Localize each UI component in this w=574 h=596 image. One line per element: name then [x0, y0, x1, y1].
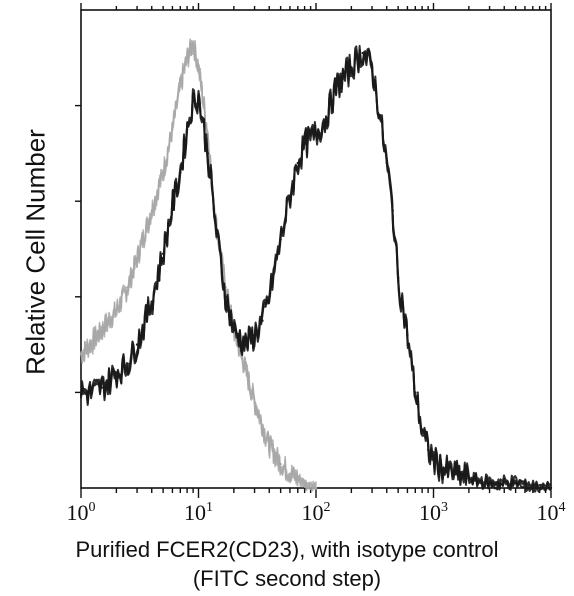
data-point — [191, 99, 195, 103]
x-tick-base: 10 — [419, 500, 441, 525]
data-point — [324, 118, 327, 122]
data-point — [253, 333, 256, 337]
data-point — [467, 477, 471, 480]
data-point — [385, 161, 388, 165]
x-tick-base: 10 — [536, 500, 559, 525]
series-line — [80, 49, 552, 493]
axis-ticks — [75, 3, 552, 498]
data-point — [549, 486, 553, 490]
data-point — [232, 329, 236, 332]
series-group — [79, 38, 318, 492]
x-tick-base: 10 — [66, 500, 89, 525]
data-point — [361, 51, 364, 55]
data-point — [268, 443, 271, 447]
data-point — [420, 429, 424, 432]
data-point — [185, 56, 189, 59]
x-tick-exponent: 0 — [88, 500, 96, 515]
data-point — [314, 133, 318, 136]
x-tick-label: 102 — [302, 500, 331, 526]
data-point — [161, 171, 165, 174]
x-tick-exponent: 4 — [558, 500, 566, 515]
series-line — [80, 44, 552, 487]
data-point — [214, 223, 217, 227]
data-point — [296, 477, 299, 480]
data-point — [452, 472, 456, 475]
data-point — [115, 372, 118, 375]
x-tick-label: 101 — [184, 500, 213, 526]
data-point — [224, 295, 227, 298]
x-tick-exponent: 2 — [323, 500, 331, 515]
data-point — [303, 142, 306, 146]
data-point — [406, 333, 409, 337]
series-line — [80, 41, 317, 492]
series-layer — [79, 38, 553, 493]
data-point — [197, 94, 200, 98]
data-point — [179, 85, 182, 88]
data-point — [314, 486, 318, 490]
x-tick-label: 100 — [67, 500, 96, 526]
data-point — [135, 343, 139, 346]
x-tick-base: 10 — [301, 500, 324, 525]
data-point — [197, 66, 200, 69]
data-point — [350, 66, 353, 69]
data-point — [279, 462, 282, 466]
x-tick-exponent: 1 — [206, 500, 213, 515]
data-point — [279, 238, 282, 241]
x-tick-exponent: 3 — [441, 500, 448, 515]
data-point — [115, 309, 118, 313]
data-point — [488, 482, 491, 485]
series-group — [79, 44, 553, 493]
data-point — [335, 85, 338, 88]
x-axis-label-line-2: (FITC second step) — [192, 566, 382, 591]
data-point — [261, 319, 264, 322]
data-point — [171, 204, 174, 208]
x-tick-base: 10 — [184, 500, 206, 525]
data-point — [396, 276, 400, 279]
data-point — [126, 362, 129, 365]
data-point — [161, 252, 165, 255]
data-point — [126, 286, 129, 289]
data-point — [100, 386, 103, 389]
data-point — [261, 424, 264, 428]
data-point — [538, 486, 541, 490]
data-point — [89, 343, 92, 346]
data-point — [185, 128, 189, 131]
series-line — [80, 48, 552, 491]
data-point — [244, 343, 247, 346]
data-point — [150, 209, 153, 212]
data-point — [426, 448, 430, 451]
data-point — [206, 152, 210, 155]
data-point — [268, 295, 271, 298]
data-point — [514, 482, 517, 485]
data-point — [135, 257, 139, 260]
x-axis-label-line-1: Purified FCER2(CD23), with isotype contr… — [75, 537, 499, 562]
data-point — [441, 467, 445, 471]
data-point — [244, 367, 247, 370]
data-point — [370, 66, 374, 69]
x-tick-label: 103 — [419, 500, 448, 526]
data-point — [303, 482, 306, 485]
data-point — [89, 391, 92, 394]
data-point — [414, 391, 417, 394]
plot-frame — [80, 9, 552, 489]
data-point — [179, 171, 182, 174]
data-point — [391, 209, 394, 212]
data-point — [296, 161, 299, 165]
data-point — [253, 400, 256, 404]
data-point — [288, 472, 292, 475]
data-point — [79, 352, 83, 356]
data-point — [100, 329, 103, 332]
x-tick-label: 104 — [537, 500, 566, 526]
data-point — [378, 113, 382, 117]
data-point — [288, 195, 292, 198]
data-point — [432, 458, 435, 461]
data-point — [171, 128, 174, 131]
data-point — [191, 42, 195, 45]
data-point — [150, 300, 153, 303]
y-axis-label: Relative Cell Number — [20, 129, 51, 375]
data-point — [79, 391, 83, 394]
